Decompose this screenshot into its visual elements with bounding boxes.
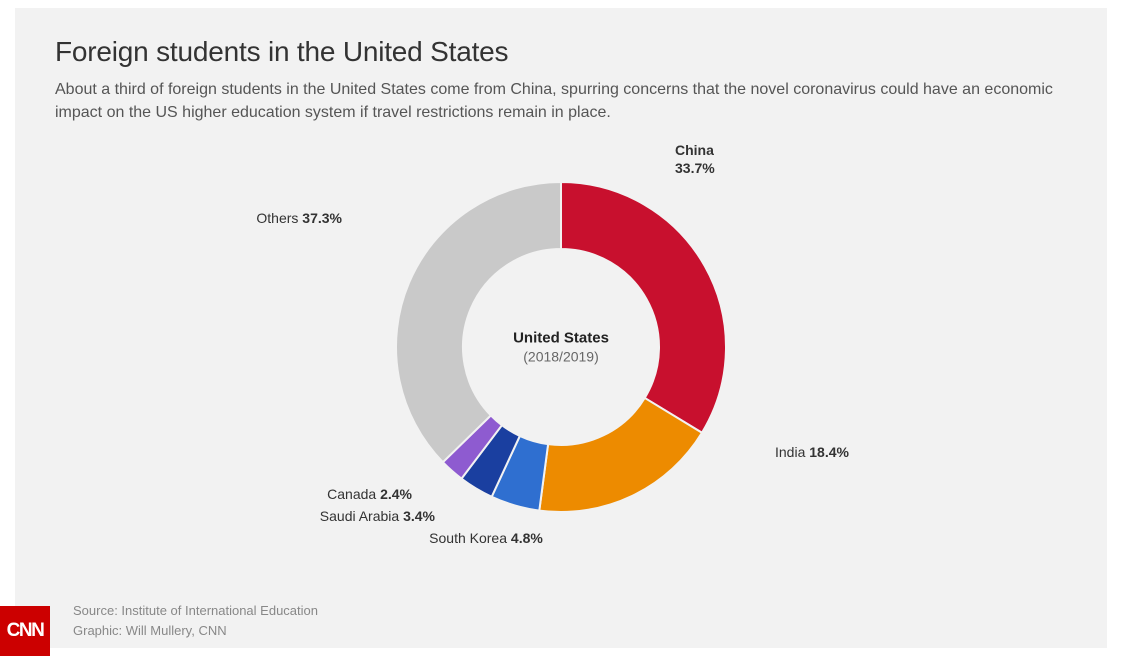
source-line: Source: Institute of International Educa… xyxy=(73,601,318,621)
chart-credits: Source: Institute of International Educa… xyxy=(15,601,318,648)
chart-title: Foreign students in the United States xyxy=(55,36,1067,68)
chart-footer: CNN Source: Institute of International E… xyxy=(15,601,1107,648)
slice-label-south-korea: South Korea 4.8% xyxy=(429,530,543,548)
chart-subtitle: About a third of foreign students in the… xyxy=(55,78,1065,124)
slice-label-china: China33.7% xyxy=(675,142,715,177)
center-subtitle: (2018/2019) xyxy=(513,349,609,365)
donut-chart: United States (2018/2019) China33.7% Indi… xyxy=(55,132,1067,562)
infographic-card: Foreign students in the United States Ab… xyxy=(15,8,1107,648)
donut-center-label: United States (2018/2019) xyxy=(513,330,609,365)
cnn-logo: CNN xyxy=(0,606,50,656)
center-title: United States xyxy=(513,330,609,347)
graphic-credit-line: Graphic: Will Mullery, CNN xyxy=(73,621,318,641)
slice-label-others: Others 37.3% xyxy=(256,210,342,228)
slice-label-india: India 18.4% xyxy=(775,444,849,462)
slice-label-canada: Canada 2.4% xyxy=(327,486,412,504)
slice-label-saudi-arabia: Saudi Arabia 3.4% xyxy=(320,508,435,526)
donut-slice-china xyxy=(561,182,726,433)
donut-slice-others xyxy=(396,182,561,462)
